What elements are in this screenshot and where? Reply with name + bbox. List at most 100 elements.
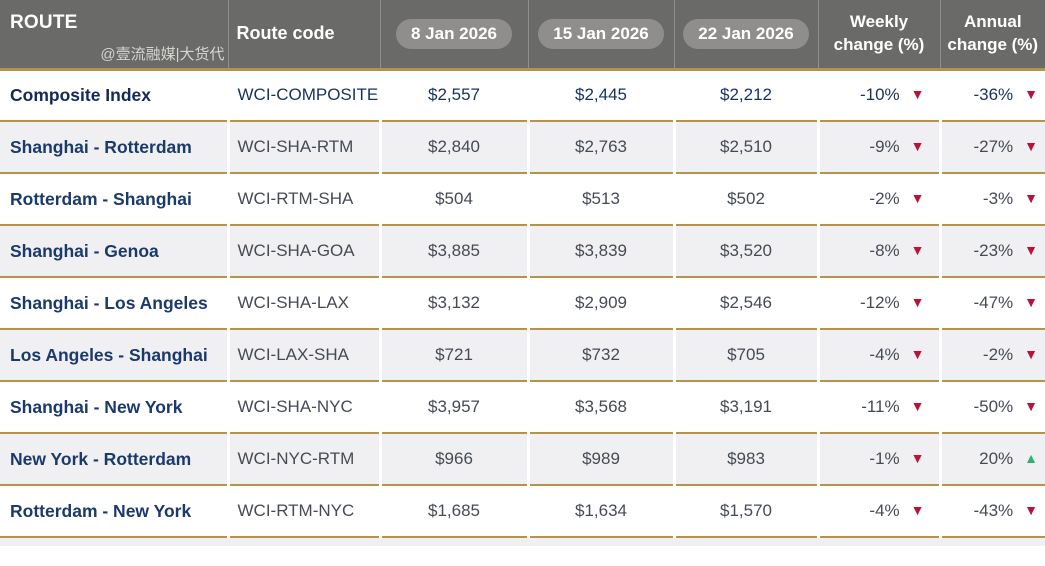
annual-change-value: 20% [979,449,1014,468]
annual-change-cell: -27% ▼ [938,121,1045,174]
weekly-change-cell: -1% ▼ [816,433,940,486]
route-cell: Shanghai - Los Angeles [0,277,228,330]
table-header: ROUTE @壹流融媒|大货代 Route code 8 Jan 2026 15… [0,0,1045,71]
table-row: Rotterdam - New York WCI-RTM-NYC $1,685 … [0,485,1045,538]
trend-triangle-icon: ▼ [1024,86,1038,103]
trend-triangle-icon: ▼ [910,138,925,154]
rate-cell-week1: $3,957 [378,381,528,434]
rate-cell-week1: $504 [378,173,528,226]
date-pill: 8 Jan 2026 [395,18,512,49]
weekly-change-value: -8% [869,241,900,260]
column-header-date-3: 22 Jan 2026 [673,0,818,71]
route-code-cell: WCI-RTM-NYC [226,485,380,538]
trend-triangle-icon: ▼ [910,398,925,414]
rate-cell-week3: $2,212 [672,69,818,122]
trend-triangle-icon: ▼ [1024,294,1038,310]
route-column-label: ROUTE [10,12,78,33]
trend-triangle-icon: ▼ [1024,346,1038,362]
watermark: @壹流融媒|大货代 [100,45,225,63]
trend-triangle-icon: ▼ [910,346,925,362]
route-code-cell: WCI-SHA-NYC [226,381,380,434]
annual-change-value: -36% [973,85,1014,105]
trend-triangle-icon: ▼ [910,502,925,518]
annual-change-cell: -43% ▼ [938,485,1045,538]
route-cell: Shanghai - Rotterdam [0,121,228,174]
annual-change-cell: -3% ▼ [938,173,1045,226]
annual-change-value: -3% [982,189,1014,208]
rate-cell-week3: $2,546 [672,277,818,330]
rate-cell-week2: $732 [526,329,674,382]
rate-cell-week1: $2,557 [378,69,528,122]
trend-triangle-icon: ▼ [910,190,925,206]
table-row: Shanghai - Genoa WCI-SHA-GOA $3,885 $3,8… [0,225,1045,278]
weekly-change-value: -9% [869,137,900,156]
rate-cell-week3: $1,570 [672,485,818,538]
weekly-change-cell: -4% ▼ [816,485,940,538]
weekly-change-value: -1% [869,449,900,468]
wci-rates-table: ROUTE @壹流融媒|大货代 Route code 8 Jan 2026 15… [0,0,1045,538]
annual-change-cell: -23% ▼ [938,225,1045,278]
rate-cell-week3: $3,191 [672,381,818,434]
rate-cell-week1: $2,840 [378,121,528,174]
weekly-change-cell: -8% ▼ [816,225,940,278]
weekly-change-cell: -2% ▼ [816,173,940,226]
rate-cell-week2: $3,568 [526,381,674,434]
rate-cell-week1: $3,885 [378,225,528,278]
annual-change-cell: -47% ▼ [938,277,1045,330]
weekly-change-value: -4% [869,501,900,520]
rate-cell-week2: $2,909 [526,277,674,330]
weekly-change-cell: -4% ▼ [816,329,940,382]
annual-change-value: -43% [973,501,1014,520]
trend-triangle-icon: ▼ [910,294,925,310]
rate-cell-week1: $3,132 [378,277,528,330]
rate-cell-week1: $1,685 [378,485,528,538]
weekly-change-value: -11% [861,397,900,416]
column-header-date-1: 8 Jan 2026 [379,0,528,71]
annual-change-value: -27% [973,137,1014,156]
trend-triangle-icon: ▼ [1024,190,1038,206]
annual-change-label-line1: Annual [963,11,1022,31]
weekly-change-cell: -12% ▼ [816,277,940,330]
rate-cell-week3: $3,520 [672,225,818,278]
route-cell: New York - Rotterdam [0,433,228,486]
rate-cell-week2: $2,445 [526,69,674,122]
rate-cell-week3: $983 [672,433,818,486]
weekly-change-label-line1: Weekly [849,11,909,31]
route-code-cell: WCI-NYC-RTM [226,433,380,486]
route-code-cell: WCI-RTM-SHA [226,173,380,226]
weekly-change-value: -2% [869,189,900,208]
table-row: Composite Index WCI-COMPOSITE $2,557 $2,… [0,69,1045,122]
annual-change-cell: -50% ▼ [938,381,1045,434]
annual-change-value: -2% [982,345,1014,364]
rate-cell-week3: $502 [672,173,818,226]
rate-cell-week2: $513 [526,173,674,226]
column-header-route-code: Route code [227,0,380,71]
weekly-change-cell: -11% ▼ [816,381,940,434]
column-header-date-2: 15 Jan 2026 [527,0,674,71]
rate-cell-week2: $989 [526,433,674,486]
annual-change-value: -23% [973,241,1014,260]
weekly-change-cell: -10% ▼ [816,69,940,122]
trend-triangle-icon: ▼ [910,242,925,258]
annual-change-value: -50% [973,397,1014,416]
weekly-change-label-line2: change (%) [833,34,925,54]
route-cell: Los Angeles - Shanghai [0,329,228,382]
route-cell: Rotterdam - New York [0,485,228,538]
column-header-annual-change: Annual change (%) [939,0,1045,71]
rate-cell-week1: $966 [378,433,528,486]
route-cell: Rotterdam - Shanghai [0,173,228,226]
annual-change-label-line2: change (%) [947,34,1039,54]
annual-change-cell: -36% ▼ [938,69,1045,122]
trend-triangle-icon: ▼ [910,86,925,103]
table-row: Shanghai - Rotterdam WCI-SHA-RTM $2,840 … [0,121,1045,174]
rate-cell-week3: $2,510 [672,121,818,174]
route-code-cell: WCI-LAX-SHA [226,329,380,382]
rate-cell-week2: $2,763 [526,121,674,174]
table-row: Shanghai - Los Angeles WCI-SHA-LAX $3,13… [0,277,1045,330]
annual-change-cell: 20% ▲ [938,433,1045,486]
header-row: ROUTE @壹流融媒|大货代 Route code 8 Jan 2026 15… [0,0,1045,71]
date-pill: 15 Jan 2026 [538,18,664,49]
table-row: Shanghai - New York WCI-SHA-NYC $3,957 $… [0,381,1045,434]
weekly-change-value: -4% [869,345,900,364]
